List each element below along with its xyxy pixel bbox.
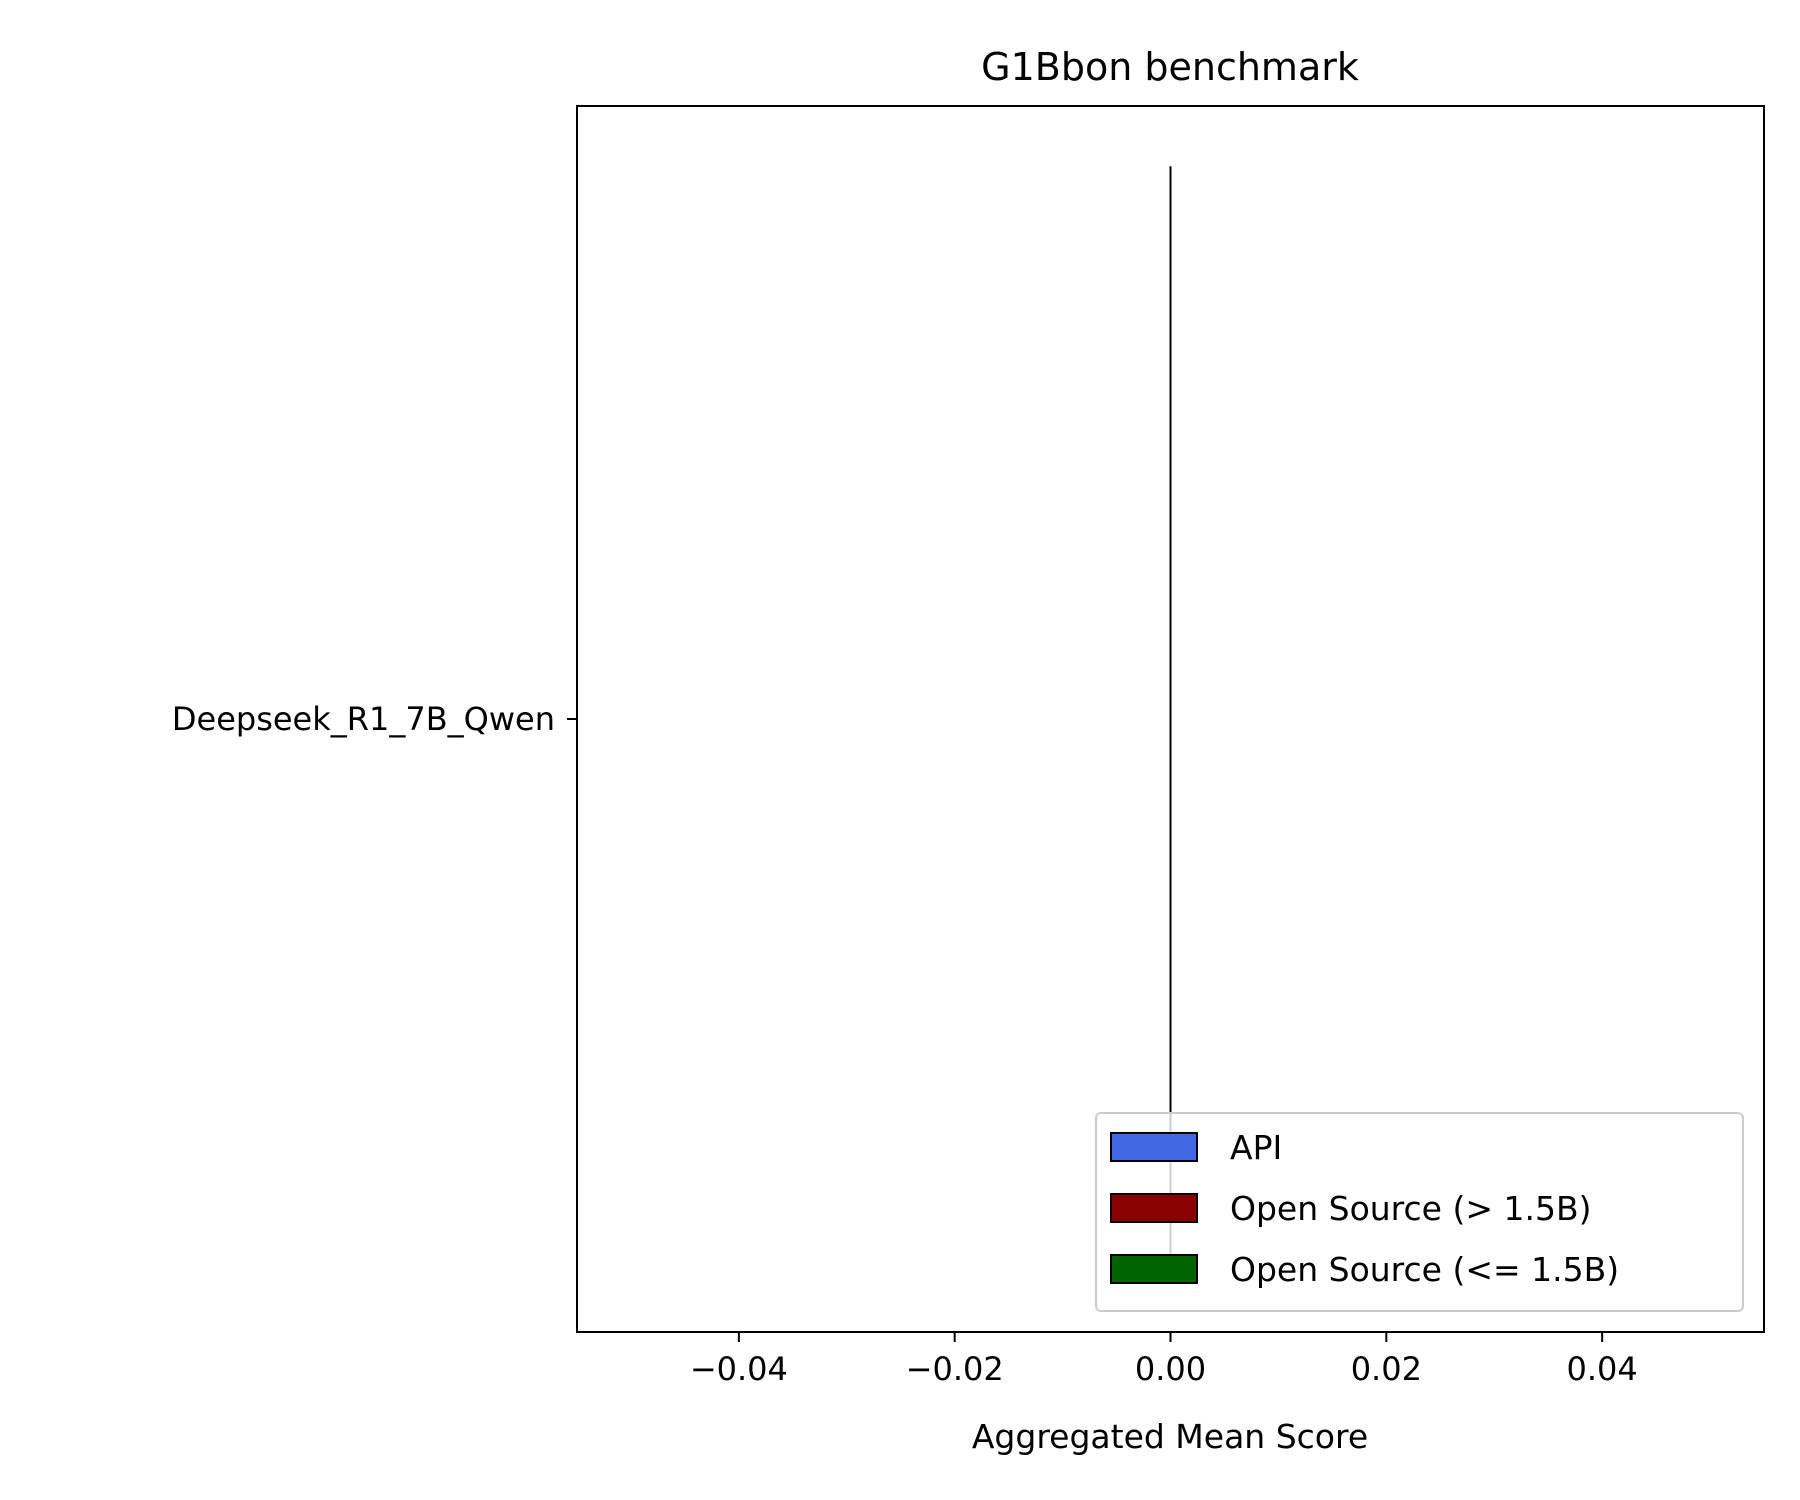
legend-swatch: [1110, 1254, 1198, 1284]
y-axis: Deepseek_R1_7B_Qwen: [172, 700, 577, 738]
legend-swatch: [1110, 1193, 1198, 1223]
x-tick-label: 0.04: [1567, 1350, 1638, 1388]
legend-label: Open Source (> 1.5B): [1230, 1189, 1591, 1228]
legend-box: [1095, 1112, 1744, 1312]
x-tick-label: 0.00: [1135, 1350, 1206, 1388]
x-tick-label: 0.02: [1351, 1350, 1422, 1388]
x-axis: −0.04 −0.02 0.00 0.02 0.04: [690, 1332, 1638, 1388]
legend-swatch: [1110, 1132, 1198, 1162]
legend: API Open Source (> 1.5B) Open Source (<= 1…: [1095, 1112, 1744, 1312]
legend-label: Open Source (<= 1.5B): [1230, 1250, 1619, 1289]
x-tick-label: −0.04: [690, 1350, 788, 1388]
y-tick-label: Deepseek_R1_7B_Qwen: [172, 700, 555, 738]
chart-title: G1Bbon benchmark: [981, 45, 1359, 89]
x-tick-label: −0.02: [906, 1350, 1004, 1388]
legend-label: API: [1230, 1128, 1282, 1167]
x-axis-label: Aggregated Mean Score: [972, 1417, 1368, 1456]
